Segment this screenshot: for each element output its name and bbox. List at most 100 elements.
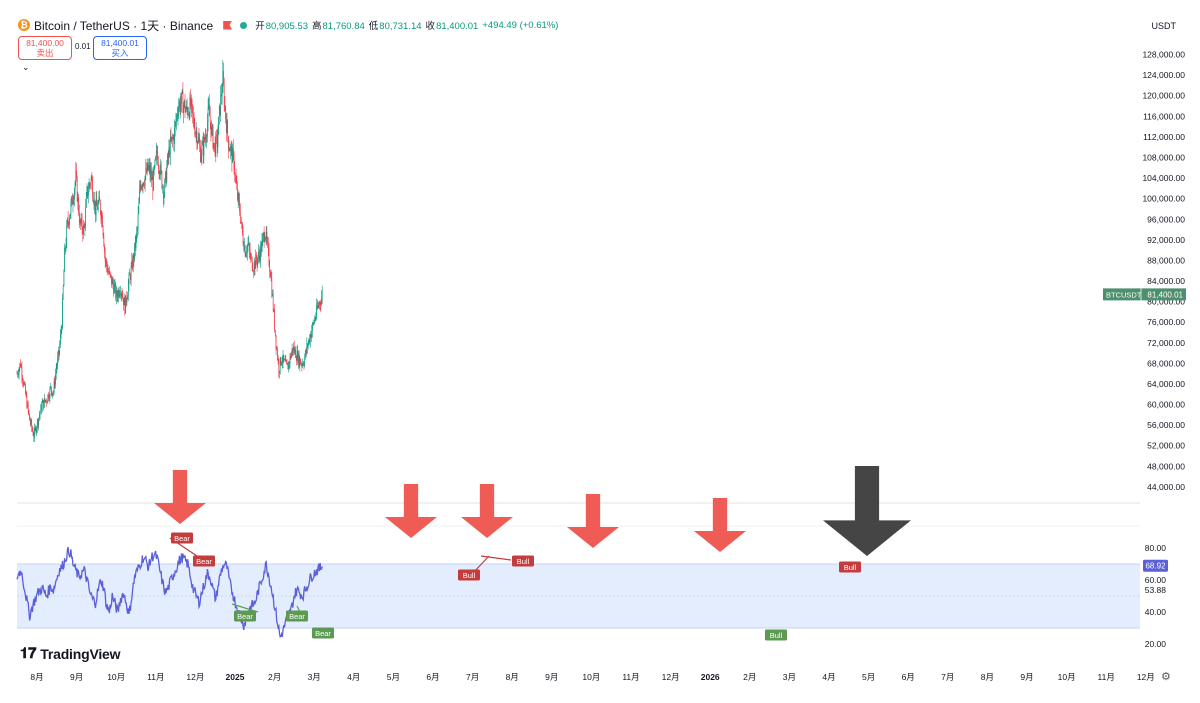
bear-label-bg	[512, 555, 534, 567]
candle-body	[264, 237, 266, 242]
candle-body	[70, 202, 72, 214]
candle-body	[265, 231, 267, 240]
price-tick-label: 92,000.00	[1147, 235, 1185, 245]
candle-body	[57, 350, 59, 358]
candle-body	[243, 243, 245, 251]
candle-body	[58, 350, 60, 354]
candle	[109, 266, 110, 275]
candle	[261, 232, 263, 253]
candle-body	[145, 168, 147, 177]
candle	[264, 231, 266, 243]
candle-body	[50, 386, 51, 389]
candle-body	[121, 293, 123, 297]
candle-body	[253, 271, 254, 273]
candle	[80, 218, 82, 231]
candle-body	[144, 184, 145, 186]
candle-body	[238, 193, 240, 201]
candle-body	[87, 186, 89, 196]
candle-body	[319, 302, 321, 305]
settings-gear-icon[interactable]: ⚙	[1161, 671, 1171, 683]
candle	[43, 399, 44, 411]
candle-body	[317, 305, 319, 309]
candle-body	[226, 120, 228, 133]
bull-label-text: Bear	[237, 612, 253, 621]
candle	[99, 190, 100, 201]
candle	[244, 237, 245, 253]
candle-body	[235, 175, 237, 183]
candle	[171, 136, 173, 144]
buy-button[interactable]: 81,400.01 买入	[93, 36, 147, 60]
time-tick-label: 8月	[506, 672, 519, 682]
candle	[152, 170, 154, 201]
candle	[185, 106, 187, 113]
candle-body	[176, 114, 177, 122]
candle	[72, 195, 74, 213]
candle-body	[106, 260, 107, 267]
candle	[82, 226, 84, 242]
candle-body	[309, 334, 311, 343]
candle	[104, 247, 106, 269]
candle	[265, 236, 266, 242]
candle	[320, 299, 322, 312]
time-tick-label: 11月	[147, 672, 164, 682]
candle	[298, 350, 300, 368]
candle	[241, 216, 243, 229]
candle-body	[293, 346, 295, 353]
candle	[110, 273, 112, 279]
time-tick-label: 7月	[941, 672, 954, 682]
tradingview-logo[interactable]: 𝟏𝟕 TradingView	[20, 645, 120, 662]
candle	[74, 180, 76, 196]
time-tick-label: 11月	[622, 672, 639, 682]
down-arrow-icon	[694, 498, 746, 552]
axis-layer: 128,000.00 124,000.00 120,000.00 116,000.00…	[30, 50, 1186, 682]
candle	[73, 194, 75, 205]
candle-body	[100, 212, 102, 220]
flag-icon[interactable]	[223, 20, 233, 30]
candle-body	[54, 381, 56, 385]
candle	[169, 130, 171, 166]
candle-body	[114, 284, 116, 286]
candle-body	[318, 305, 320, 307]
candle-body	[111, 279, 113, 285]
candle-body	[148, 165, 149, 170]
candle-body	[101, 214, 103, 220]
candle	[268, 243, 270, 268]
candle	[162, 184, 163, 194]
candle	[242, 225, 244, 247]
candle-body	[55, 368, 57, 375]
candle-body	[125, 295, 126, 314]
currency-label[interactable]: USDT	[1151, 21, 1177, 31]
bear-label: Bull	[839, 561, 861, 573]
chart-header: ₿ Bitcoin / TetherUS · 1天 · Binance 开80,…	[18, 16, 562, 34]
candle-body	[102, 214, 103, 227]
time-tick-label: 8月	[30, 672, 43, 682]
price-tick-label: 112,000.00	[1143, 132, 1185, 142]
candle-body	[201, 145, 203, 156]
candle-body	[47, 394, 49, 402]
candle-body	[219, 105, 221, 115]
candle-body	[73, 199, 75, 202]
candle	[202, 131, 204, 164]
candle-body	[313, 322, 315, 324]
candle-body	[36, 427, 37, 433]
candle	[274, 329, 276, 337]
candle	[58, 350, 60, 361]
candle	[178, 98, 180, 120]
symbol-title[interactable]: Bitcoin / TetherUS · 1天 · Binance	[34, 18, 214, 33]
candle	[56, 362, 58, 374]
candle-body	[21, 367, 23, 378]
candle-body	[37, 420, 39, 426]
candle-body	[222, 71, 224, 92]
candle-body	[302, 363, 303, 366]
candle	[84, 223, 86, 236]
candle	[147, 162, 149, 172]
candle	[124, 296, 126, 316]
sell-button[interactable]: 81,400.00 卖出	[18, 36, 72, 60]
chevron-down-icon[interactable]: ⌄	[22, 62, 30, 72]
candle	[59, 340, 61, 357]
candle-body	[141, 186, 142, 189]
candle-body	[33, 435, 35, 438]
candle	[259, 249, 261, 264]
candle-body	[292, 348, 294, 351]
